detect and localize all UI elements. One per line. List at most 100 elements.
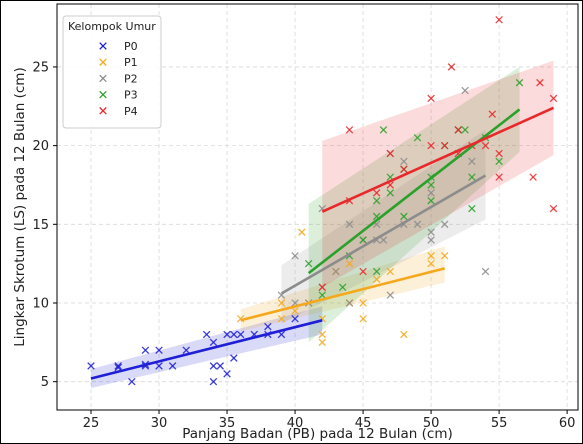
legend-title: Kelompok Umur [68,20,156,33]
trend-lines [90,106,555,380]
y-tick-label: 10 [32,296,49,311]
data-point-p0 [87,362,95,370]
data-point-p4 [318,283,327,292]
data-point-p4 [427,141,435,150]
data-point-p0 [291,314,299,323]
data-point-p1 [277,299,286,307]
data-point-p2 [468,157,476,166]
x-axis-label: Panjang Badan (PB) pada 12 Bulan (cm) [182,426,453,442]
data-point-p2 [427,236,435,244]
data-point-p0 [209,362,218,370]
x-tick-label: 25 [83,416,100,431]
plot-area-border [56,3,579,411]
data-point-p3 [379,126,388,134]
confidence-band-p1 [240,246,445,332]
data-point-p4 [495,149,503,158]
axis-ticks: 25 30 35 40 45 50 55 60 5 10 15 20 25 [32,60,575,431]
data-point-p4 [495,173,503,181]
data-point-p3 [304,259,313,268]
data-point-p0 [155,346,163,354]
legend-marker-p0 [99,42,107,50]
data-point-p0 [223,330,231,339]
data-point-p0 [155,362,163,370]
x-tick-label: 45 [355,416,372,431]
data-point-p1 [291,307,299,315]
data-point-p0 [182,346,190,354]
data-point-p4 [345,126,354,134]
y-tick-label: 25 [32,60,49,75]
data-point-p3 [427,181,435,189]
data-point-p1 [318,330,327,339]
y-tick-label: 15 [32,218,49,233]
data-point-p3 [413,134,422,142]
data-point-p3 [372,196,381,205]
data-point-p2 [386,291,395,299]
data-point-p2 [440,220,449,229]
data-point-p4 [536,78,544,87]
trend-line-p2 [280,174,487,295]
data-point-p4 [481,141,490,150]
data-point-p0 [168,362,177,370]
data-point-p4 [488,110,497,118]
x-tick-label: 40 [287,416,304,431]
data-point-p1 [386,267,395,276]
legend-label-p1: P1 [124,56,138,69]
y-tick-label: 20 [32,139,49,154]
legend-marker-p3 [99,90,107,99]
data-point-p1 [400,330,408,339]
confidence-band-p2 [281,129,486,324]
data-points [87,15,558,386]
legend-marker-p2 [99,74,107,83]
data-point-p1 [298,228,306,236]
data-point-p3 [468,204,476,213]
data-point-p4 [372,189,381,197]
trend-line-p0 [90,319,323,380]
data-point-p2 [481,267,490,276]
data-point-p4 [549,204,558,213]
data-point-p3 [318,291,327,299]
legend-label-p4: P4 [124,105,138,118]
data-point-p1 [277,314,286,323]
trend-line-p3 [307,108,521,275]
data-point-p0 [264,322,272,331]
data-point-p4 [495,15,503,24]
data-point-p0 [230,354,238,362]
data-point-p4 [454,126,463,134]
data-point-p3 [338,283,347,292]
data-point-p3 [400,212,408,221]
data-point-p0 [223,370,231,378]
data-point-p3 [372,267,381,276]
grid [57,4,578,410]
data-point-p2 [379,236,388,244]
legend: Kelompok Umur P0 P1 P2 P3 P4 [62,15,162,129]
legend-label-p3: P3 [124,89,138,102]
data-point-p3 [386,189,395,197]
data-point-p2 [345,220,354,229]
legend-label-p0: P0 [124,40,138,53]
data-point-p3 [495,157,503,166]
data-point-p2 [332,267,340,276]
data-point-p1 [359,299,367,307]
data-point-p0 [114,363,122,372]
legend-box [62,15,162,129]
y-tick-label: 5 [41,375,49,390]
data-point-p0 [209,338,218,347]
data-point-p2 [413,220,422,229]
data-point-p4 [386,149,395,158]
data-point-p1 [372,275,381,284]
data-point-p2 [427,189,435,197]
legend-marker-p1 [99,58,107,66]
x-tick-label: 35 [219,416,236,431]
trend-line-p1 [240,267,446,322]
data-point-p0 [141,346,150,354]
data-point-p0 [114,362,122,370]
data-point-p0 [216,362,224,370]
data-point-p1 [427,259,435,268]
data-point-p2 [345,299,354,307]
data-point-p3 [427,196,435,205]
data-point-p2 [461,86,469,95]
data-point-p4 [529,173,537,181]
legend-label-p2: P2 [124,72,138,85]
data-point-p4 [400,165,408,173]
data-point-p4 [440,141,449,150]
